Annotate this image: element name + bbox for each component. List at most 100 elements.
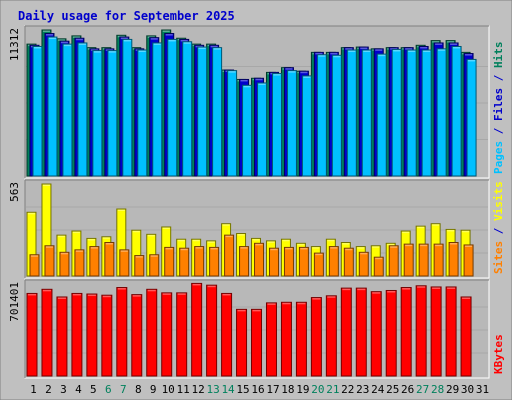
bottom-kbytes-bar-day-7 [116, 287, 128, 377]
middle-sites-bar-highlight-day-11 [180, 248, 188, 251]
middle-sites-bar-highlight-day-9 [150, 255, 158, 257]
middle-sites-bar-highlight-day-20 [315, 253, 323, 256]
bottom-kbytes-bar-day-15 [236, 308, 248, 377]
top-pages-bar-day-27 [421, 49, 432, 177]
day-label-15: 15 [236, 383, 249, 396]
top-pages-bar-highlight-day-27 [423, 50, 431, 53]
day-label-26: 26 [401, 383, 414, 396]
middle-visits-bar-highlight-day-17 [267, 241, 275, 243]
top-hits-bar-highlight-day-9 [147, 36, 155, 38]
day-label-2: 2 [45, 383, 52, 396]
bottom-kbytes-bar-day-26 [400, 287, 412, 377]
bottom-kbytes-bar-day-4 [71, 292, 83, 377]
top-pages-bar-highlight-day-7 [123, 39, 131, 42]
middle-visits-bar-highlight-day-3 [57, 235, 65, 238]
bottom-kbytes-bar-highlight-day-16 [252, 309, 261, 312]
bottom-kbytes-bar-day-27 [415, 285, 427, 377]
top-files-bar-highlight-day-30 [465, 54, 473, 56]
top-files-bar-highlight-day-3 [60, 41, 68, 44]
middle-visits-bar-highlight-day-22 [342, 243, 350, 245]
bottom-kbytes-bar-highlight-day-8 [132, 295, 141, 297]
day-label-11: 11 [177, 383, 190, 396]
middle-sites-bar-day-14 [224, 234, 235, 277]
day-label-3: 3 [60, 383, 67, 396]
bottom-kbytes-bar-highlight-day-14 [222, 293, 231, 296]
middle-sites-bar-day-25 [388, 245, 399, 277]
bottom-kbytes-bar-highlight-day-21 [327, 296, 336, 298]
middle-sites-bar-highlight-day-18 [285, 247, 293, 250]
top-files-bar-highlight-day-9 [150, 38, 158, 40]
top-max-label: 11312 [8, 28, 21, 61]
middle-visits-bar-highlight-day-15 [237, 234, 245, 236]
bottom-kbytes-bar-highlight-day-23 [357, 288, 366, 291]
middle-sites-bar-day-24 [373, 256, 384, 277]
bottom-kbytes-bar-day-29 [445, 286, 457, 377]
top-pages-bar-day-15 [242, 84, 253, 177]
middle-sites-bar-day-27 [418, 243, 429, 277]
top-legend-item-3: / [492, 68, 505, 88]
middle-visits-bar-highlight-day-16 [252, 238, 260, 241]
day-label-7: 7 [120, 383, 127, 396]
bottom-kbytes-bar-highlight-day-12 [192, 283, 201, 286]
middle-sites-bar-day-26 [403, 243, 414, 277]
day-label-25: 25 [386, 383, 399, 396]
top-pages-bar-day-8 [137, 49, 148, 177]
middle-visits-bar-highlight-day-30 [462, 230, 470, 233]
middle-visits-bar-highlight-day-8 [132, 230, 140, 233]
top-files-bar-highlight-day-2 [45, 34, 53, 36]
middle-sites-bar-day-30 [463, 244, 474, 277]
top-pages-bar-day-18 [286, 70, 297, 177]
top-pages-bar-highlight-day-8 [138, 50, 146, 53]
top-files-bar-highlight-day-22 [345, 48, 353, 50]
day-label-9: 9 [150, 383, 157, 396]
bottom-kbytes-bar-day-8 [131, 294, 143, 377]
bottom-kbytes-bar-day-10 [161, 292, 173, 377]
bottom-kbytes-bar-highlight-day-15 [237, 309, 246, 312]
middle-sites-bar-highlight-day-6 [105, 243, 113, 245]
middle-legend-item-1: / [492, 221, 505, 241]
bottom-kbytes-bar-day-17 [265, 302, 277, 377]
middle-visits-bar-highlight-day-11 [177, 239, 185, 242]
top-pages-bar-highlight-day-13 [213, 48, 221, 50]
top-pages-bar-day-2 [47, 36, 58, 177]
top-pages-bar-highlight-day-24 [378, 54, 386, 57]
middle-series-sites [29, 234, 474, 277]
top-pages-bar-highlight-day-6 [108, 51, 116, 53]
day-label-6: 6 [105, 383, 112, 396]
top-files-bar-highlight-day-28 [435, 43, 443, 45]
middle-visits-bar-highlight-day-4 [72, 231, 80, 234]
top-hits-bar-highlight-day-28 [432, 41, 440, 43]
middle-visits-bar-highlight-day-26 [402, 231, 410, 234]
bottom-kbytes-bar-day-22 [340, 287, 352, 377]
middle-visits-bar-highlight-day-27 [417, 226, 425, 229]
top-pages-bar-highlight-day-21 [333, 55, 341, 58]
middle-sites-bar-highlight-day-19 [300, 247, 308, 250]
middle-visits-bar-highlight-day-6 [102, 237, 110, 239]
middle-visits-bar-highlight-day-13 [207, 241, 215, 243]
top-pages-bar-highlight-day-30 [468, 59, 476, 62]
middle-sites-bar-day-7 [119, 249, 130, 277]
middle-sites-bar-day-21 [328, 246, 339, 277]
top-pages-bar-day-10 [167, 38, 178, 177]
top-files-bar-highlight-day-29 [450, 43, 458, 45]
middle-sites-bar-highlight-day-25 [390, 246, 398, 248]
top-pages-bar-highlight-day-20 [318, 55, 326, 57]
top-files-bar-highlight-day-26 [405, 48, 413, 50]
top-pages-bar-day-3 [62, 43, 73, 177]
middle-sites-bar-day-19 [298, 246, 309, 277]
top-files-bar-highlight-day-4 [75, 38, 83, 41]
day-label-21: 21 [326, 383, 339, 396]
top-pages-bar-day-17 [271, 73, 282, 177]
middle-sites-bar-highlight-day-14 [225, 235, 233, 238]
top-pages-bar-highlight-day-23 [363, 50, 371, 53]
middle-sites-bar-highlight-day-23 [360, 252, 368, 255]
middle-sites-bar-highlight-day-16 [255, 243, 263, 246]
middle-sites-bar-highlight-day-26 [405, 244, 413, 247]
bottom-kbytes-bar-highlight-day-20 [312, 298, 321, 300]
day-label-5: 5 [90, 383, 97, 396]
day-label-19: 19 [296, 383, 309, 396]
top-files-bar-highlight-day-6 [105, 49, 113, 51]
middle-visits-bar-highlight-day-10 [162, 227, 170, 229]
bottom-kbytes-bar-day-13 [206, 284, 218, 377]
middle-sites-bar-day-11 [179, 247, 190, 277]
